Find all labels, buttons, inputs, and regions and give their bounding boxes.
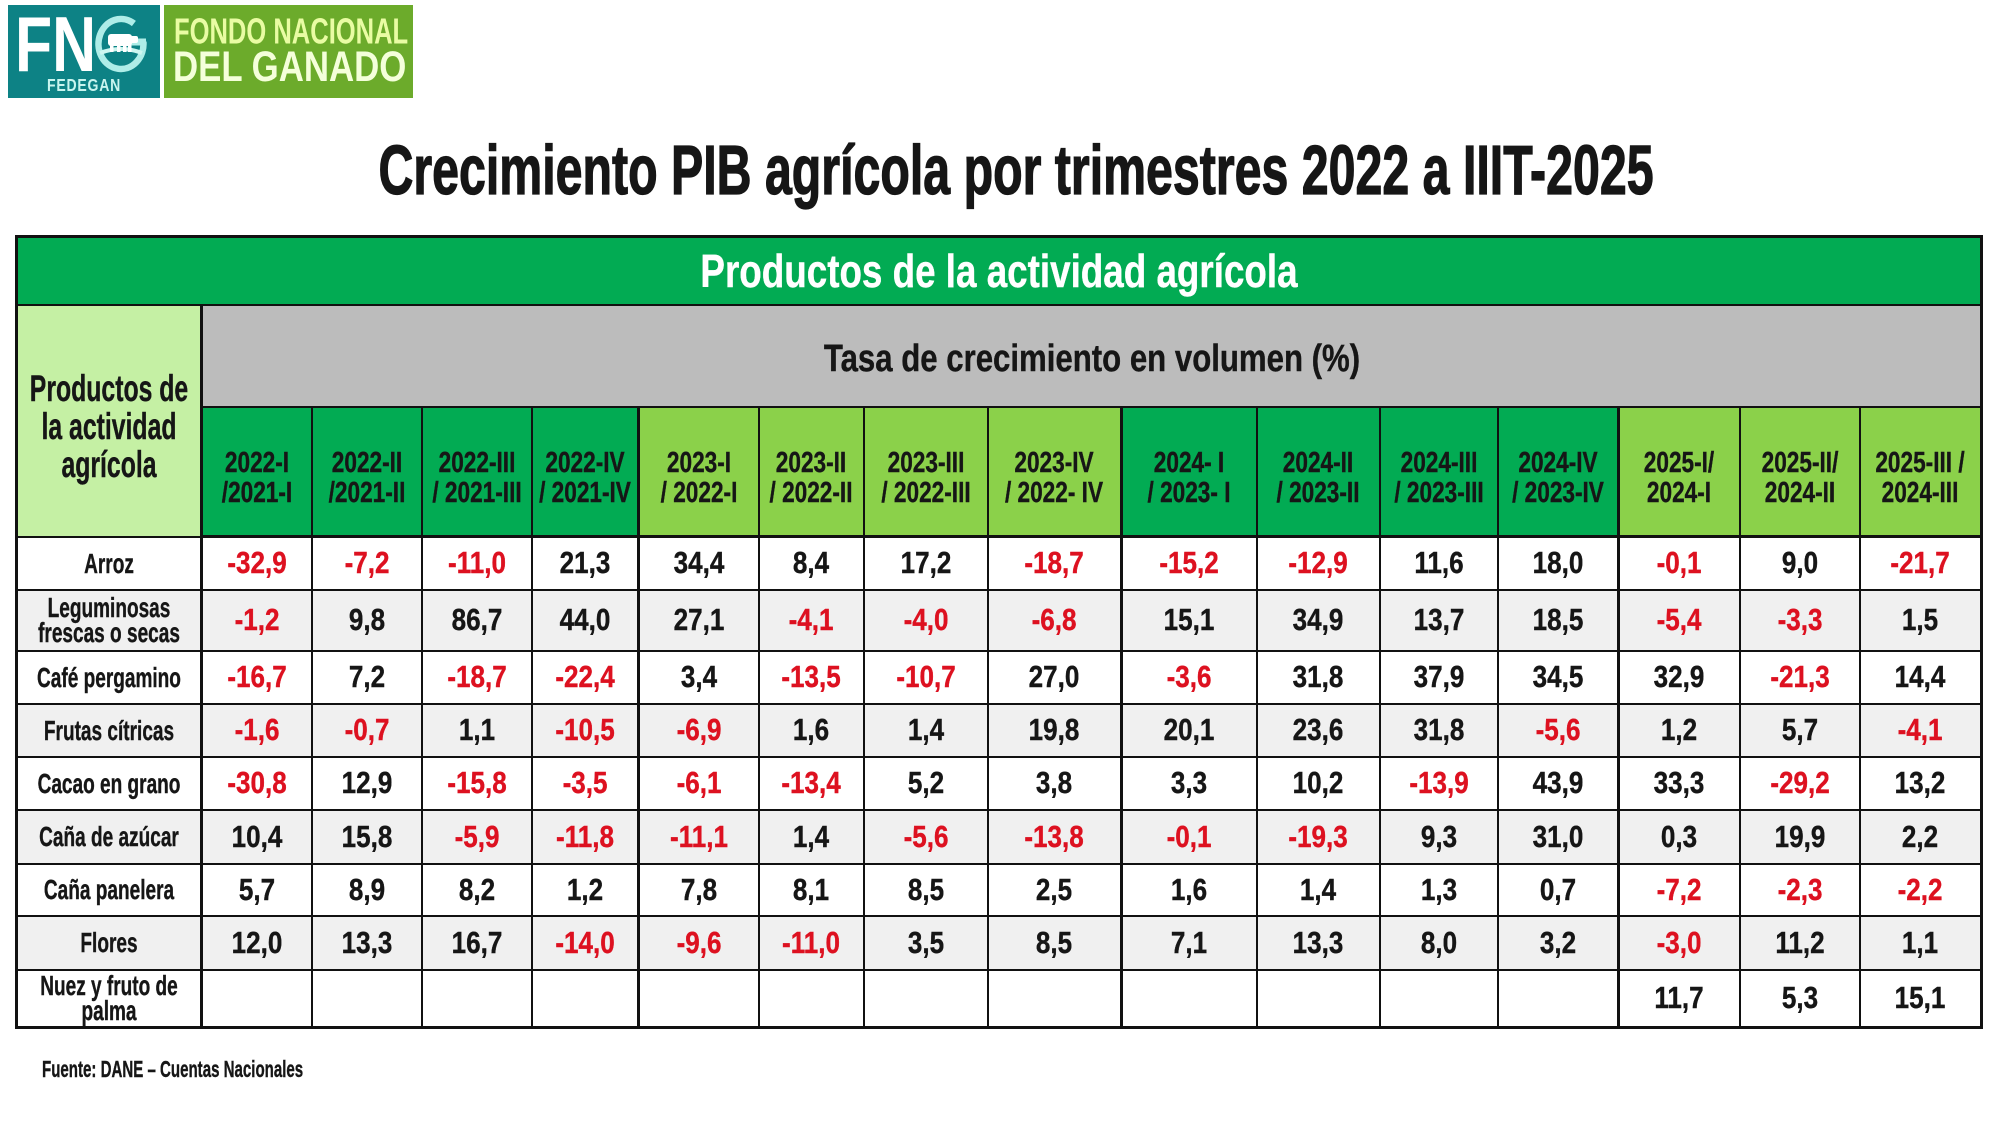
svg-text:FN: FN xyxy=(15,5,96,88)
svg-text:FONDO NACIONAL: FONDO NACIONAL xyxy=(174,11,408,51)
svg-text:DEL GANADO: DEL GANADO xyxy=(173,44,406,91)
svg-text:FEDEGAN: FEDEGAN xyxy=(47,75,121,95)
